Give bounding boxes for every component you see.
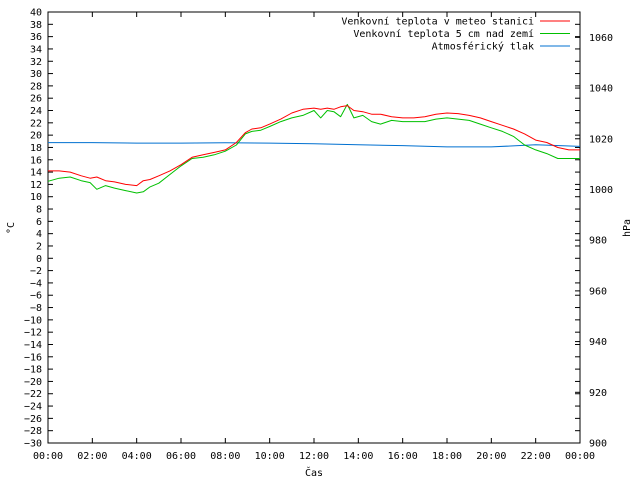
x-tick-label: 18:00 [432, 451, 462, 462]
y-tick-label: 36 [30, 32, 42, 43]
y-tick-label: 10 [30, 192, 42, 203]
y-tick-label: −16 [24, 352, 42, 363]
y-tick-label: 6 [36, 217, 42, 228]
y-tick-label: 38 [30, 20, 42, 31]
x-tick-label: 08:00 [210, 451, 240, 462]
y2-tick-label: 900 [589, 439, 607, 450]
y-tick-label: −30 [24, 439, 42, 450]
left-axis-ticks: −30−28−26−24−22−20−18−16−14−12−10−8−6−4−… [24, 8, 580, 450]
y2-tick-label: 940 [589, 337, 607, 348]
y-axis-label: °C [6, 222, 17, 234]
y-tick-label: −8 [30, 303, 42, 314]
x-tick-label: 04:00 [122, 451, 152, 462]
x-tick-label: 06:00 [166, 451, 196, 462]
y-tick-label: 8 [36, 205, 42, 216]
x-axis-label: Čas [305, 466, 323, 479]
legend-label: Atmosférický tlak [432, 41, 534, 53]
y-tick-label: 24 [30, 106, 42, 117]
y-tick-label: 2 [36, 241, 42, 252]
y2-tick-label: 960 [589, 286, 607, 297]
x-tick-label: 00:00 [33, 451, 63, 462]
y-tick-label: −2 [30, 266, 42, 277]
x-tick-label: 02:00 [77, 451, 107, 462]
y-tick-label: −26 [24, 414, 42, 425]
plot-area-frame [47, 11, 581, 444]
y2-tick-label: 1020 [589, 134, 613, 145]
y2-tick-label: 980 [589, 236, 607, 247]
y-tick-label: 4 [36, 229, 42, 240]
x-tick-label: 22:00 [521, 451, 551, 462]
series-line-2 [48, 142, 581, 148]
x-tick-label: 12:00 [299, 451, 329, 462]
y2-axis-label: hPa [622, 219, 633, 237]
series-line-1 [47, 103, 580, 194]
x-tick-label: 00:00 [565, 451, 595, 462]
y-tick-label: −22 [24, 389, 42, 400]
series-lines [47, 103, 581, 194]
y-tick-label: 30 [30, 69, 42, 80]
y-tick-label: 14 [30, 168, 42, 179]
legend-label: Venkovní teplota v meteo stanici [341, 16, 534, 28]
y-tick-label: −4 [30, 278, 42, 289]
y-tick-label: 22 [30, 118, 42, 129]
y-tick-label: 18 [30, 143, 42, 154]
x-tick-label: 10:00 [255, 451, 285, 462]
x-tick-label: 16:00 [388, 451, 418, 462]
y-tick-label: −10 [24, 315, 42, 326]
y-tick-label: 0 [36, 254, 42, 265]
y2-tick-label: 1040 [589, 84, 613, 95]
y-tick-label: −24 [24, 402, 42, 413]
y2-tick-label: 920 [589, 388, 607, 399]
y-tick-label: 28 [30, 81, 42, 92]
y-tick-label: 40 [30, 8, 42, 19]
y-tick-label: 20 [30, 131, 42, 142]
y2-tick-label: 1060 [589, 33, 613, 44]
x-axis-ticks: 00:00 02:00 04:00 06:00 08:00 10:00 12:00 14:00… [33, 12, 595, 462]
y-tick-label: 16 [30, 155, 42, 166]
y-tick-label: −28 [24, 426, 42, 437]
legend-label: Venkovní teplota 5 cm nad zemí [353, 28, 534, 40]
x-tick-label: 14:00 [343, 451, 373, 462]
y-tick-label: −18 [24, 365, 42, 376]
y-tick-label: −12 [24, 328, 42, 339]
y-tick-label: 12 [30, 180, 42, 191]
legend: Venkovní teplota v meteo staniciVenkovní… [341, 16, 570, 53]
series-line-0 [48, 105, 580, 187]
y-tick-label: 34 [30, 44, 42, 55]
right-axis-ticks: 900 920 940 960 980 1000 1020 1040 1060 [575, 33, 613, 450]
x-tick-label: 20:00 [476, 451, 506, 462]
y-tick-label: −14 [24, 340, 42, 351]
y-tick-label: 26 [30, 94, 42, 105]
y-tick-label: −6 [30, 291, 42, 302]
y-tick-label: −20 [24, 377, 42, 388]
y-tick-label: 32 [30, 57, 42, 68]
y2-tick-label: 1000 [589, 185, 613, 196]
